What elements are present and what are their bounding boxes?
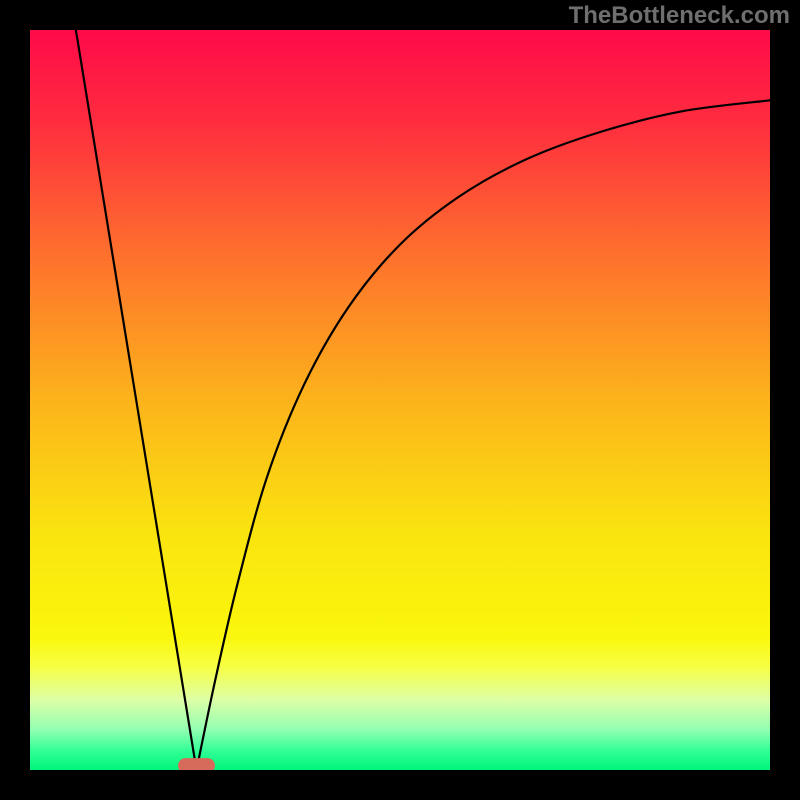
watermark-text: TheBottleneck.com bbox=[569, 2, 790, 30]
gradient-background bbox=[30, 30, 770, 770]
plot-area bbox=[30, 30, 770, 770]
minimum-marker bbox=[178, 758, 215, 770]
chart-frame: TheBottleneck.com bbox=[0, 0, 800, 800]
plot-svg bbox=[30, 30, 770, 770]
